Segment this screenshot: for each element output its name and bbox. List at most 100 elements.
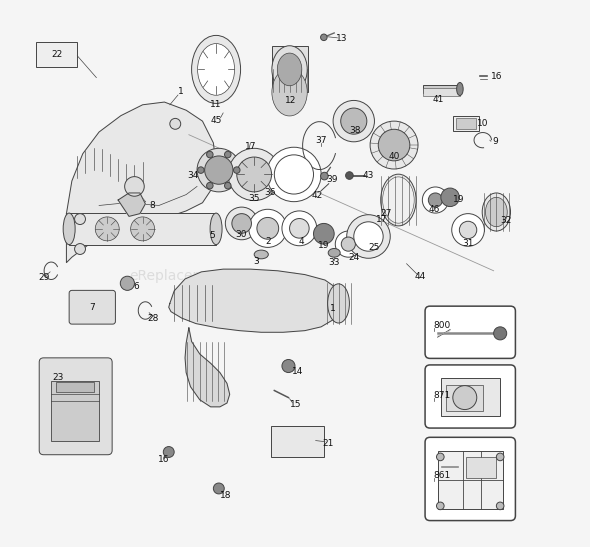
Text: 5: 5: [209, 231, 215, 241]
Text: 19: 19: [453, 195, 464, 204]
Circle shape: [74, 243, 86, 254]
Text: 22: 22: [51, 50, 63, 59]
Ellipse shape: [328, 248, 340, 257]
Text: 32: 32: [500, 216, 512, 225]
Circle shape: [437, 502, 444, 510]
Text: 31: 31: [463, 238, 474, 248]
Text: 38: 38: [349, 126, 360, 135]
Circle shape: [441, 188, 460, 207]
Text: 2: 2: [265, 237, 271, 247]
Text: 45: 45: [211, 115, 222, 125]
Circle shape: [232, 214, 251, 233]
Text: 42: 42: [311, 191, 322, 200]
Polygon shape: [185, 328, 230, 407]
Ellipse shape: [272, 46, 307, 93]
Bar: [446, 385, 483, 411]
Ellipse shape: [381, 174, 416, 226]
Text: 29: 29: [38, 274, 49, 282]
Ellipse shape: [198, 44, 235, 95]
Ellipse shape: [63, 213, 75, 245]
Bar: [438, 451, 503, 509]
Bar: [453, 115, 479, 131]
Text: 28: 28: [148, 313, 159, 323]
Bar: [37, 42, 77, 67]
Text: 8: 8: [149, 201, 155, 210]
Ellipse shape: [192, 36, 241, 103]
Text: 9: 9: [492, 137, 498, 146]
Text: 7: 7: [89, 302, 95, 312]
Text: 800: 800: [434, 321, 451, 330]
Circle shape: [170, 118, 181, 129]
Text: 16: 16: [491, 72, 503, 81]
Circle shape: [214, 483, 224, 494]
Circle shape: [205, 156, 233, 184]
Bar: [441, 378, 500, 416]
Polygon shape: [118, 193, 145, 217]
Circle shape: [74, 214, 86, 224]
FancyBboxPatch shape: [69, 290, 116, 324]
Circle shape: [206, 182, 213, 189]
Text: 17: 17: [376, 214, 388, 224]
FancyBboxPatch shape: [425, 306, 516, 358]
Circle shape: [163, 446, 174, 457]
Circle shape: [124, 177, 144, 196]
Text: 6: 6: [133, 282, 139, 291]
Circle shape: [198, 167, 204, 173]
Polygon shape: [67, 102, 216, 263]
Bar: [467, 457, 496, 478]
Circle shape: [228, 148, 280, 201]
Circle shape: [130, 217, 155, 241]
Ellipse shape: [277, 53, 302, 86]
Ellipse shape: [486, 197, 507, 226]
Circle shape: [225, 207, 258, 240]
Text: 24: 24: [348, 253, 359, 261]
Circle shape: [347, 215, 390, 258]
Text: 21: 21: [322, 439, 333, 448]
Circle shape: [341, 237, 355, 251]
Ellipse shape: [327, 284, 349, 323]
Text: 36: 36: [265, 189, 276, 197]
Circle shape: [120, 276, 135, 290]
FancyBboxPatch shape: [39, 358, 112, 455]
Text: 17: 17: [245, 142, 256, 151]
Text: 16: 16: [158, 455, 169, 464]
Text: 39: 39: [326, 175, 337, 184]
Circle shape: [197, 148, 241, 192]
Circle shape: [225, 152, 231, 158]
Text: 10: 10: [477, 119, 489, 129]
Circle shape: [320, 34, 327, 40]
Bar: [270, 426, 324, 457]
Text: 23: 23: [53, 374, 64, 382]
Circle shape: [453, 386, 477, 410]
Circle shape: [206, 152, 213, 158]
Text: 27: 27: [381, 209, 392, 218]
FancyBboxPatch shape: [425, 437, 516, 521]
Text: 40: 40: [389, 152, 400, 161]
FancyBboxPatch shape: [425, 365, 516, 428]
Text: 13: 13: [336, 34, 347, 43]
Text: 11: 11: [211, 100, 222, 109]
Circle shape: [282, 359, 295, 373]
Text: 19: 19: [318, 241, 330, 249]
Text: 37: 37: [316, 136, 327, 144]
Circle shape: [460, 221, 477, 238]
Circle shape: [267, 147, 321, 202]
Circle shape: [290, 219, 309, 238]
Text: eReplacementParts.com: eReplacementParts.com: [129, 269, 297, 283]
Bar: [423, 85, 460, 93]
Bar: [55, 382, 94, 392]
Ellipse shape: [254, 250, 268, 259]
Text: 43: 43: [363, 171, 374, 180]
Text: 18: 18: [219, 491, 231, 500]
Text: 46: 46: [428, 205, 440, 214]
Bar: [69, 213, 216, 245]
Text: 3: 3: [253, 257, 258, 266]
Circle shape: [257, 218, 278, 239]
Circle shape: [452, 214, 484, 246]
Circle shape: [95, 217, 119, 241]
Ellipse shape: [210, 213, 222, 245]
Text: 14: 14: [292, 367, 303, 376]
Circle shape: [346, 172, 353, 179]
Text: 15: 15: [290, 400, 302, 409]
Text: 1: 1: [330, 304, 336, 313]
